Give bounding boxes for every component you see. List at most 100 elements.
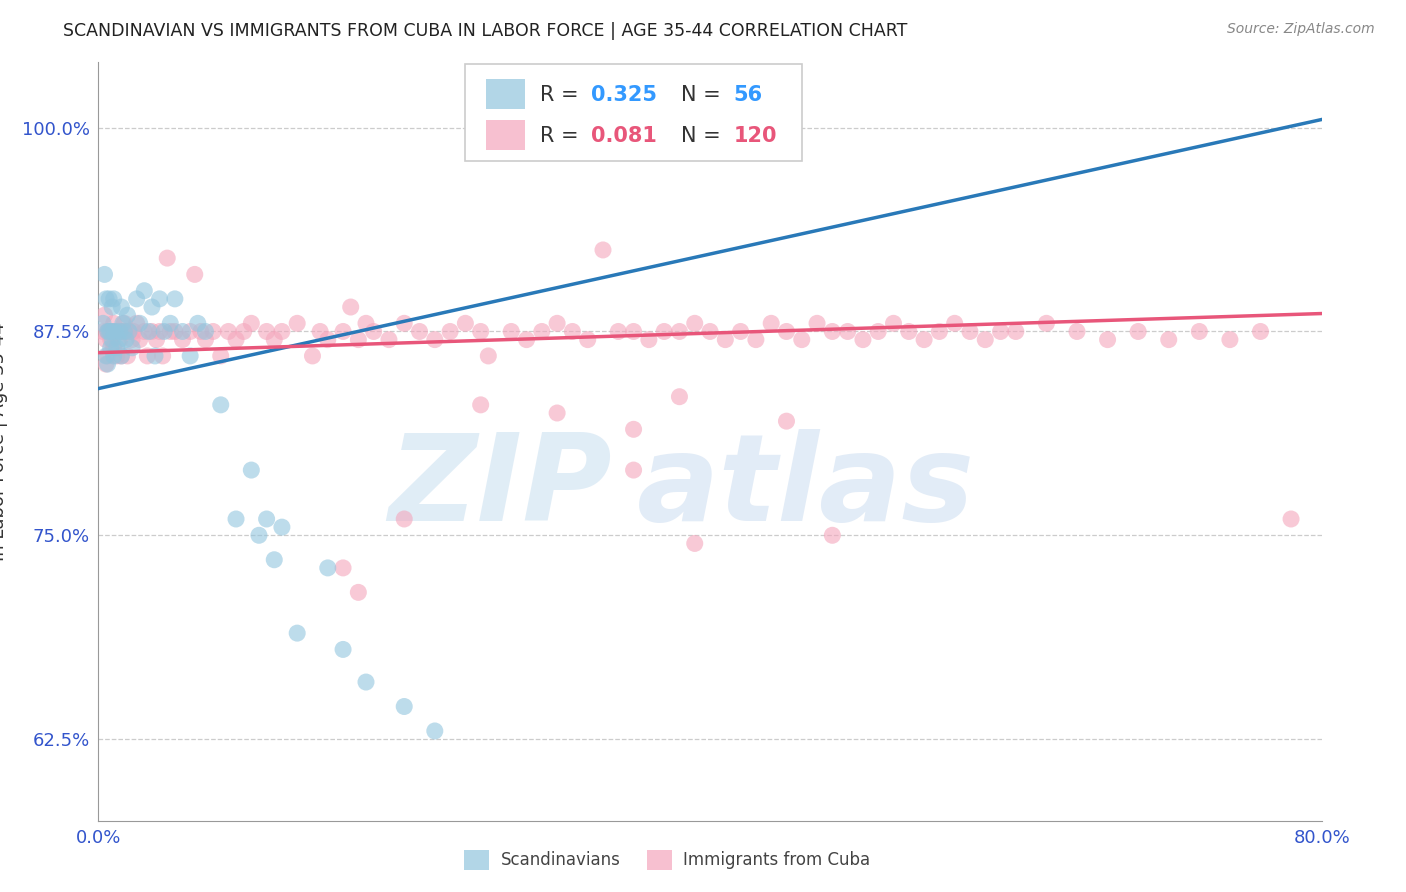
Point: [501, 325, 523, 339]
Point: [104, 325, 127, 339]
Point: [103, 341, 125, 355]
Point: [179, 349, 201, 363]
Point: [187, 316, 209, 330]
Point: [408, 325, 430, 339]
Point: [110, 300, 132, 314]
Point: [97, 325, 120, 339]
Point: [125, 292, 148, 306]
Point: [117, 349, 139, 363]
Point: [97, 325, 120, 339]
Point: [100, 333, 122, 347]
Point: [122, 325, 145, 339]
Point: [115, 325, 138, 339]
Point: [190, 325, 212, 339]
Point: [974, 333, 997, 347]
Point: [209, 398, 232, 412]
Point: [332, 642, 354, 657]
Point: [477, 349, 499, 363]
Point: [112, 316, 135, 330]
Point: [98, 325, 121, 339]
Point: [316, 561, 339, 575]
Point: [270, 520, 292, 534]
Point: [91, 325, 114, 339]
Point: [378, 333, 401, 347]
Point: [285, 626, 308, 640]
Point: [172, 333, 194, 347]
Point: [100, 341, 122, 355]
Point: [225, 512, 247, 526]
Point: [454, 316, 477, 330]
Point: [153, 325, 176, 339]
Point: [105, 349, 128, 363]
Point: [128, 316, 150, 330]
Point: [118, 325, 141, 339]
Point: [316, 333, 339, 347]
Point: [392, 316, 416, 330]
Point: [263, 553, 285, 567]
Point: [97, 349, 120, 363]
Point: [806, 316, 828, 330]
Point: [240, 463, 263, 477]
Point: [103, 316, 125, 330]
Text: atlas: atlas: [637, 428, 974, 546]
Point: [118, 325, 141, 339]
Point: [607, 325, 630, 339]
Point: [592, 243, 614, 257]
Point: [309, 325, 332, 339]
Point: [159, 325, 181, 339]
Point: [1004, 325, 1026, 339]
Point: [683, 536, 706, 550]
Point: [143, 349, 166, 363]
Text: 120: 120: [734, 126, 776, 146]
Point: [652, 325, 675, 339]
Point: [93, 268, 115, 282]
Point: [516, 333, 538, 347]
Point: [775, 414, 797, 428]
Point: [868, 325, 890, 339]
Point: [121, 333, 143, 347]
Point: [363, 325, 385, 339]
Point: [530, 325, 553, 339]
Point: [1249, 325, 1271, 339]
Point: [347, 333, 370, 347]
Point: [339, 300, 361, 314]
Point: [270, 325, 292, 339]
Point: [501, 120, 523, 135]
Text: R =: R =: [540, 126, 585, 146]
Point: [301, 349, 323, 363]
Point: [928, 325, 950, 339]
Point: [94, 349, 117, 363]
Point: [163, 325, 186, 339]
FancyBboxPatch shape: [465, 64, 801, 161]
Point: [121, 341, 143, 355]
Point: [209, 349, 232, 363]
Point: [821, 325, 844, 339]
Point: [128, 333, 150, 347]
Point: [256, 512, 278, 526]
Bar: [486, 78, 526, 109]
Point: [194, 325, 217, 339]
Point: [115, 333, 138, 347]
Point: [184, 268, 207, 282]
Point: [623, 463, 645, 477]
Point: [1035, 316, 1057, 330]
Point: [91, 316, 114, 330]
Point: [623, 325, 645, 339]
Text: 0.081: 0.081: [592, 126, 657, 146]
Point: [1219, 333, 1241, 347]
Point: [202, 325, 225, 339]
Point: [159, 316, 181, 330]
Point: [546, 406, 568, 420]
Point: [637, 333, 661, 347]
Point: [103, 292, 125, 306]
Point: [163, 292, 186, 306]
Point: [561, 325, 583, 339]
Text: Scandinavians: Scandinavians: [501, 851, 620, 869]
Point: [101, 325, 124, 339]
Point: [1279, 512, 1302, 526]
Point: [134, 325, 156, 339]
Point: [883, 316, 905, 330]
Point: [423, 333, 446, 347]
Point: [93, 308, 115, 322]
Point: [156, 251, 179, 265]
